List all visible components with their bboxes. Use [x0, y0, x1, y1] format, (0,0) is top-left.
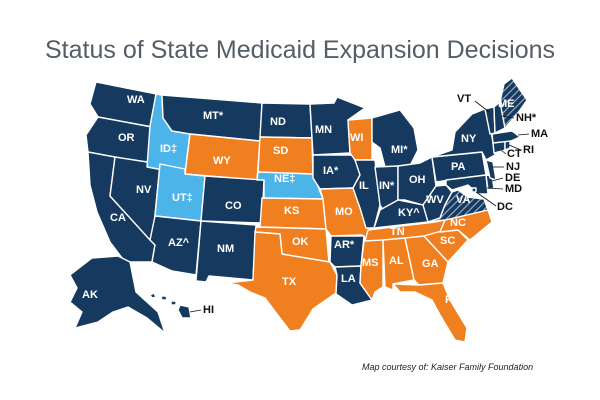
- state-MI[interactable]: [371, 109, 419, 168]
- map-title: Status of State Medicaid Expansion Decis…: [45, 36, 555, 64]
- state-VA[interactable]: [427, 189, 489, 223]
- state-FL[interactable]: [392, 282, 468, 343]
- state-label-WY: WY: [213, 155, 231, 167]
- state-label-MT: MT*: [203, 110, 224, 122]
- state-label-IA: IA*: [323, 165, 339, 177]
- state-label-NH: NH*: [516, 112, 537, 124]
- state-label-TN: TN: [390, 226, 405, 238]
- map-credit: Map courtesy of: Kaiser Family Foundatio…: [362, 362, 534, 372]
- state-label-DE: DE: [505, 172, 520, 184]
- state-label-ND: ND: [270, 116, 286, 128]
- state-label-GA: GA: [422, 258, 439, 270]
- state-label-PA: PA: [451, 161, 466, 173]
- state-ME[interactable]: [499, 77, 528, 129]
- state-label-FL: FL: [445, 294, 459, 306]
- state-label-NE: NE‡: [274, 173, 295, 185]
- state-label-NC: NC: [450, 217, 466, 229]
- state-label-MA: MA: [531, 128, 548, 140]
- state-label-LA: LA: [341, 273, 356, 285]
- state-label-DC: DC: [497, 201, 513, 213]
- state-label-VT: VT: [457, 93, 471, 105]
- state-TX[interactable]: [225, 231, 338, 332]
- state-label-OH: OH: [409, 174, 426, 186]
- state-label-TX: TX: [282, 276, 297, 288]
- state-label-KY: KY^: [398, 207, 420, 219]
- state-label-MD: MD: [505, 183, 522, 195]
- state-label-SD: SD: [273, 145, 288, 157]
- state-DC[interactable]: [471, 187, 477, 193]
- state-label-WA: WA: [127, 94, 145, 106]
- state-label-MO: MO: [335, 206, 353, 218]
- state-label-WV: WV: [426, 194, 444, 206]
- state-AK[interactable]: [69, 255, 166, 334]
- state-label-HI: HI: [203, 304, 214, 316]
- state-label-RI: RI: [523, 144, 534, 156]
- state-label-AR: AR*: [334, 239, 355, 251]
- state-label-NM: NM: [217, 243, 234, 255]
- state-HI[interactable]: [149, 292, 192, 319]
- state-label-MI: MI*: [391, 144, 408, 156]
- state-label-CA: CA: [110, 212, 126, 224]
- state-label-IL: IL: [359, 180, 369, 192]
- state-MA[interactable]: [491, 130, 521, 144]
- state-label-ME: ME: [498, 98, 515, 110]
- state-label-IN: IN*: [379, 180, 395, 192]
- state-NM[interactable]: [195, 220, 257, 283]
- state-label-NY: NY: [461, 133, 477, 145]
- state-ND[interactable]: [259, 102, 313, 139]
- state-label-OR: OR: [118, 132, 135, 144]
- state-label-VA: VA: [456, 194, 471, 206]
- state-label-AZ: AZ^: [168, 237, 190, 249]
- state-label-CT: CT: [507, 148, 522, 160]
- state-label-CO: CO: [225, 200, 242, 212]
- state-label-NJ: NJ: [506, 161, 520, 173]
- state-label-AK: AK: [82, 289, 98, 301]
- state-label-OK: OK: [292, 236, 309, 248]
- state-label-AL: AL: [389, 255, 404, 267]
- state-label-KS: KS: [284, 205, 299, 217]
- state-label-UT: UT‡: [172, 192, 193, 204]
- state-label-SC: SC: [440, 235, 455, 247]
- state-label-NV: NV: [136, 184, 152, 196]
- state-label-MS: MS: [362, 257, 379, 269]
- state-label-ID: ID‡: [160, 143, 177, 155]
- state-label-MN: MN: [315, 124, 332, 136]
- state-label-WI: WI: [350, 132, 363, 144]
